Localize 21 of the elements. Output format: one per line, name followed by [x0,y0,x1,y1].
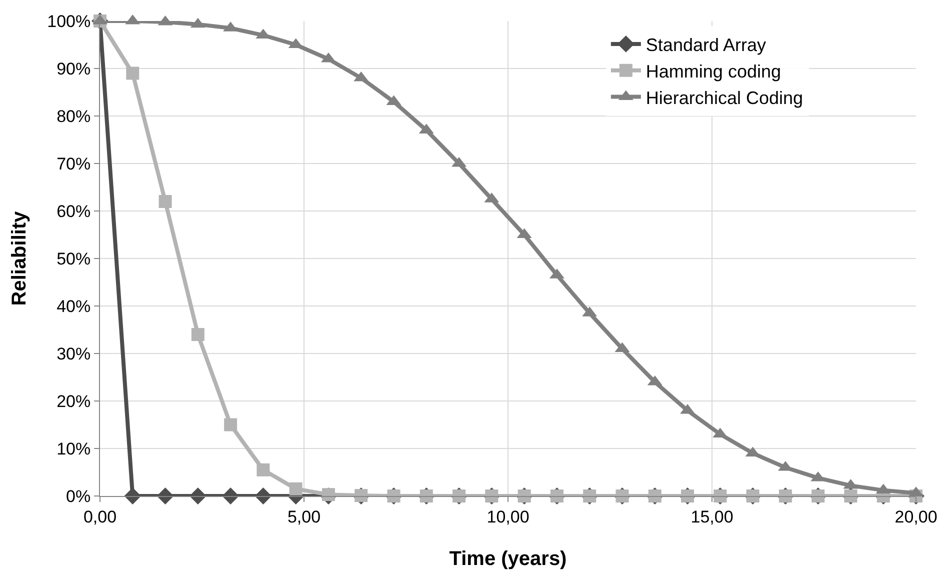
y-axis-title: Reliability [8,210,31,306]
y-tick-label: 10% [56,439,91,458]
y-tick-label: 0% [66,486,91,506]
x-axis-title: Time (years) [449,548,567,570]
x-tick-label: 10,00 [486,507,530,526]
legend-label: Hamming coding [646,61,781,82]
y-tick-label: 90% [56,59,91,78]
y-tick-label: 60% [56,202,91,221]
x-tick-label: 5,00 [287,507,321,526]
y-tick-label: 100% [47,12,91,31]
y-tick-label: 80% [56,106,91,126]
y-tick-label: 30% [56,344,91,364]
y-tick-label: 70% [56,154,91,174]
x-tick-label: 0,00 [83,507,117,526]
y-tick-label: 20% [56,392,91,411]
legend-label: Hierarchical Coding [646,88,803,108]
y-tick-label: 40% [56,296,91,316]
x-tick-label: 15,00 [690,507,734,526]
x-tick-label: 20,00 [894,507,938,526]
legend-label: Standard Array [646,34,766,55]
y-tick-label: 50% [56,249,91,268]
